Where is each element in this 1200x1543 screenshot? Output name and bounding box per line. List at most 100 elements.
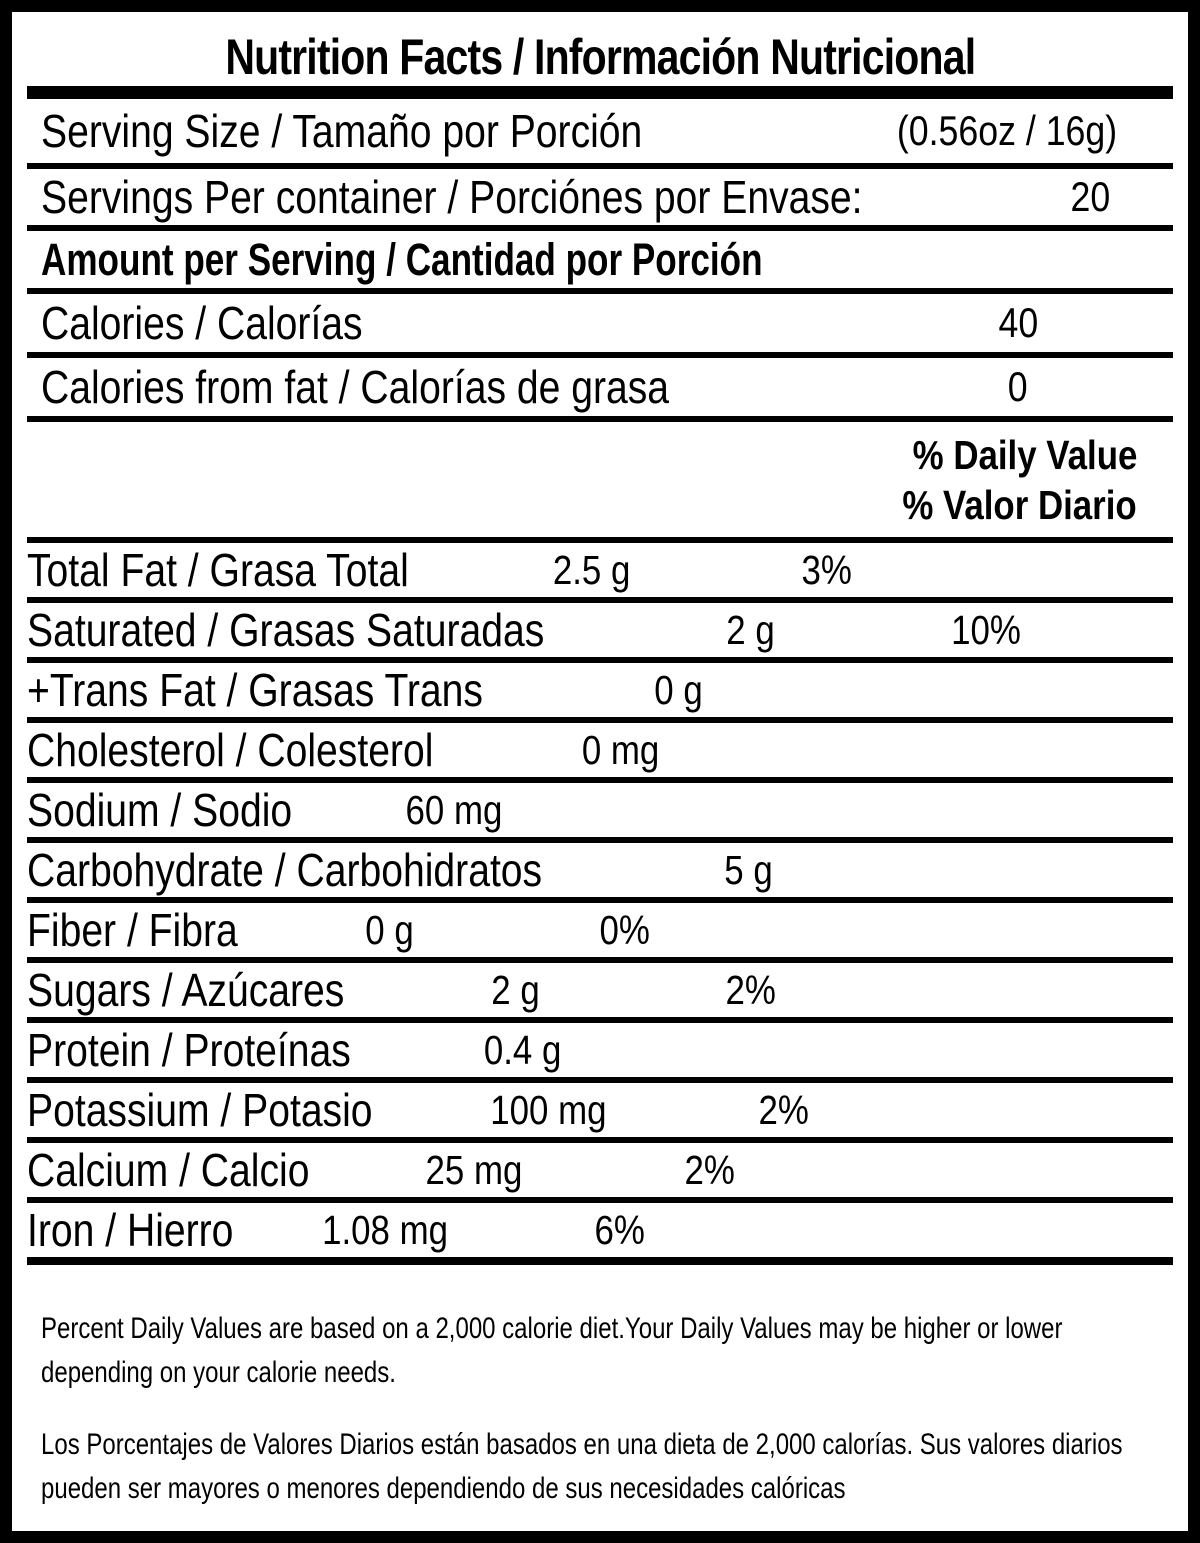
nutrient-label-cell: +Trans Fat / Grasas Trans <box>27 663 563 717</box>
nutrient-label: Potassium / Potasio <box>27 1084 373 1136</box>
nutrient-daily-value-cell <box>638 1027 878 1074</box>
nutrient-amount: 2.5 g <box>552 546 630 593</box>
divider <box>27 416 1173 422</box>
calories-from-fat-value: 0 <box>1008 363 1028 410</box>
nutrient-amount-cell: 2 g <box>400 967 630 1014</box>
nutrient-daily-value-cell: 2% <box>589 1147 829 1194</box>
nutrient-label: Saturated / Grasas Saturadas <box>27 604 545 656</box>
serving-size-row: Serving Size / Tamaño por Porción (0.56o… <box>27 99 1173 163</box>
nutrient-label: Carbohydrate / Carbohidratos <box>27 844 543 896</box>
divider <box>27 1197 1173 1203</box>
nutrient-label: Total Fat / Grasa Total <box>27 544 409 596</box>
nutrient-amount-cell: 5 g <box>633 847 863 894</box>
label-title: Nutrition Facts / Información Nutriciona… <box>225 29 976 85</box>
nutrient-row-cholesterol: Cholesterol / Colesterol 0 mg <box>27 723 1173 777</box>
nutrient-amount-cell: 2 g <box>636 607 866 654</box>
nutrient-row-fiber: Fiber / Fibra 0 g 0% <box>27 903 1173 957</box>
nutrient-daily-value: 6% <box>594 1206 646 1253</box>
daily-value-header-line2: % Valor Diario <box>902 481 1137 528</box>
nutrient-label-cell: Potassium / Potasio <box>27 1083 434 1137</box>
nutrient-label-cell: Sodium / Sodio <box>27 783 339 837</box>
nutrient-row-protein: Protein / Proteínas 0.4 g <box>27 1023 1173 1077</box>
nutrient-daily-value-cell: 10% <box>866 607 1106 654</box>
nutrient-daily-value-cell <box>863 847 1103 894</box>
nutrient-row-potassium: Potassium / Potasio 100 mg 2% <box>27 1083 1173 1137</box>
nutrient-amount: 2 g <box>726 606 775 653</box>
label-header: Nutrition Facts / Información Nutriciona… <box>12 12 1188 86</box>
nutrient-label: Protein / Proteínas <box>27 1024 351 1076</box>
divider <box>27 1017 1173 1023</box>
nutrient-daily-value-cell: 2% <box>664 1087 904 1134</box>
divider <box>27 597 1173 603</box>
nutrient-label-cell: Protein / Proteínas <box>27 1023 408 1077</box>
divider <box>27 288 1173 294</box>
calories-from-fat-row: Calories from fat / Calorías de grasa 0 <box>27 358 1173 416</box>
serving-size-value-cell: (0.56oz / 16g) <box>858 107 1173 155</box>
serving-size-label: Serving Size / Tamaño por Porción <box>41 105 643 157</box>
calories-label-cell: Calories / Calorías <box>27 296 863 350</box>
divider <box>27 352 1173 358</box>
calories-from-fat-label: Calories from fat / Calorías de grasa <box>41 361 670 413</box>
nutrient-daily-value-cell: 6% <box>500 1207 740 1254</box>
nutrient-amount: 60 mg <box>405 786 503 833</box>
nutrient-label: Sugars / Azúcares <box>27 964 345 1016</box>
nutrient-amount: 5 g <box>723 846 773 893</box>
daily-value-header-line2-wrap: % Valor Diario <box>27 480 1137 530</box>
nutrient-daily-value: 0% <box>599 906 651 953</box>
nutrient-row-sodium: Sodium / Sodio 60 mg <box>27 783 1173 837</box>
nutrient-amount-cell: 0 mg <box>505 727 735 774</box>
divider <box>27 1137 1173 1143</box>
nutrient-row-trans-fat: +Trans Fat / Grasas Trans 0 g <box>27 663 1173 717</box>
nutrient-amount-cell: 60 mg <box>339 787 569 834</box>
calories-row: Calories / Calorías 40 <box>27 294 1173 352</box>
nutrient-label: Fiber / Fibra <box>27 904 238 956</box>
nutrient-daily-value-cell: 3% <box>706 547 946 594</box>
nutrient-row-carbohydrate: Carbohydrate / Carbohidratos 5 g <box>27 843 1173 897</box>
nutrient-label-cell: Cholesterol / Colesterol <box>27 723 505 777</box>
footnote-spanish-text: Los Porcentajes de Valores Diarios están… <box>41 1428 1123 1505</box>
amount-per-serving-heading-cell: Amount per Serving / Cantidad por Porció… <box>27 234 1173 286</box>
nutrient-daily-value: 2% <box>725 966 776 1013</box>
divider <box>27 897 1173 903</box>
nutrient-amount-cell: 25 mg <box>359 1147 589 1194</box>
nutrient-row-total-fat: Total Fat / Grasa Total 2.5 g 3% <box>27 543 1173 597</box>
nutrient-label: Cholesterol / Colesterol <box>27 724 434 776</box>
nutrient-amount: 0 mg <box>581 726 659 773</box>
daily-value-header-line1: % Daily Value <box>912 431 1137 478</box>
nutrient-label-cell: Total Fat / Grasa Total <box>27 543 476 597</box>
divider <box>27 777 1173 783</box>
servings-per-container-value: 20 <box>1070 173 1111 220</box>
divider <box>27 717 1173 723</box>
nutrient-row-calcium: Calcium / Calcio 25 mg 2% <box>27 1143 1173 1197</box>
nutrient-daily-value-cell <box>569 787 809 834</box>
calories-value: 40 <box>998 299 1038 346</box>
title-divider-bar <box>27 86 1173 99</box>
footnote-spanish: Los Porcentajes de Valores Diarios están… <box>27 1423 1173 1511</box>
nutrient-amount: 25 mg <box>425 1146 523 1193</box>
nutrient-label-cell: Sugars / Azúcares <box>27 963 400 1017</box>
nutrient-label-cell: Fiber / Fibra <box>27 903 275 957</box>
nutrient-amount: 0.4 g <box>484 1026 562 1073</box>
servings-per-container-row: Servings Per container / Porciónes por E… <box>27 169 1173 225</box>
divider <box>27 957 1173 963</box>
nutrient-amount-cell: 100 mg <box>434 1087 664 1134</box>
nutrient-daily-value: 3% <box>800 546 852 593</box>
divider <box>27 837 1173 843</box>
divider <box>27 537 1173 543</box>
nutrient-amount: 100 mg <box>490 1086 607 1133</box>
nutrient-daily-value: 2% <box>684 1146 735 1193</box>
nutrient-amount-cell: 0 g <box>563 667 793 714</box>
serving-size-value: (0.56oz / 16g) <box>896 107 1117 154</box>
nutrient-label-cell: Calcium / Calcio <box>27 1143 359 1197</box>
nutrient-daily-value-cell <box>735 727 975 774</box>
nutrient-label: +Trans Fat / Grasas Trans <box>27 664 483 716</box>
daily-value-header: % Daily Value % Valor Diario <box>27 422 1173 537</box>
nutrient-label: Iron / Hierro <box>27 1204 234 1256</box>
nutrient-amount-cell: 1.08 mg <box>270 1207 500 1254</box>
footnote-english-text: Percent Daily Values are based on a 2,00… <box>41 1312 1063 1389</box>
nutrient-label-cell: Saturated / Grasas Saturadas <box>27 603 636 657</box>
calories-value-cell: 40 <box>863 299 1173 347</box>
nutrient-amount: 0 g <box>654 666 703 713</box>
nutrient-amount: 0 g <box>365 906 415 953</box>
